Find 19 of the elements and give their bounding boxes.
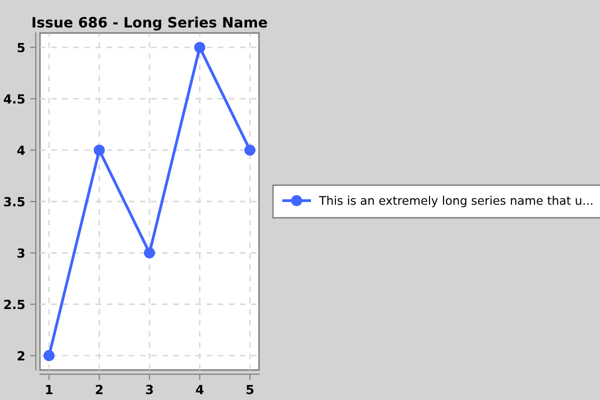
legend-label: This is an extremely long series name that u... bbox=[319, 196, 592, 208]
x-tick-label: 3 bbox=[146, 384, 153, 394]
y-tick-label: 3.5 bbox=[4, 196, 25, 206]
chart-title: Issue 686 - Long Series Name bbox=[32, 16, 268, 30]
y-tick-label: 2.5 bbox=[4, 300, 25, 310]
point bbox=[43, 350, 55, 362]
x-tick-label: 4 bbox=[196, 384, 204, 394]
y-tick-label: 4 bbox=[17, 146, 25, 155]
point bbox=[244, 144, 256, 156]
y-tick-label: 2 bbox=[18, 351, 24, 360]
point bbox=[144, 247, 156, 258]
y-tick-label: 5 bbox=[18, 43, 25, 52]
x-tick-label: 1 bbox=[46, 384, 53, 394]
point bbox=[194, 42, 206, 53]
x-tick-label: 5 bbox=[246, 384, 254, 394]
y-tick-label: 3 bbox=[18, 248, 24, 258]
point bbox=[94, 144, 105, 156]
y-tick-label: 4.5 bbox=[4, 94, 25, 104]
x-tick-label: 2 bbox=[96, 384, 103, 394]
